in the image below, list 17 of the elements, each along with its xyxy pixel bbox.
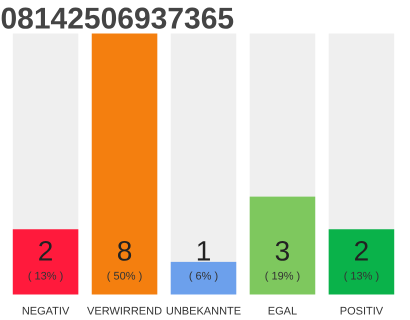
annotation: ( 13% ) <box>344 270 380 282</box>
chart-title: 08142506937365 <box>0 2 234 36</box>
data-label: 1 <box>196 236 212 266</box>
annotation: ( 19% ) <box>264 270 300 282</box>
data-label: 8 <box>116 236 132 266</box>
data-label: 2 <box>38 236 54 266</box>
x-tick-label: VERWIRREND <box>87 306 162 318</box>
x-tick-label: NEGATIV <box>22 306 70 318</box>
data-label: 3 <box>274 236 290 266</box>
annotation: ( 6% ) <box>188 270 218 282</box>
annotation: ( 50% ) <box>106 270 142 282</box>
x-tick-label: EGAL <box>268 306 298 318</box>
x-tick-label: POSITIV <box>340 306 384 318</box>
bar <box>170 262 236 294</box>
data-label: 2 <box>354 236 370 266</box>
annotation: ( 13% ) <box>28 270 64 282</box>
x-tick-label: UNBEKANNTE <box>166 306 242 318</box>
